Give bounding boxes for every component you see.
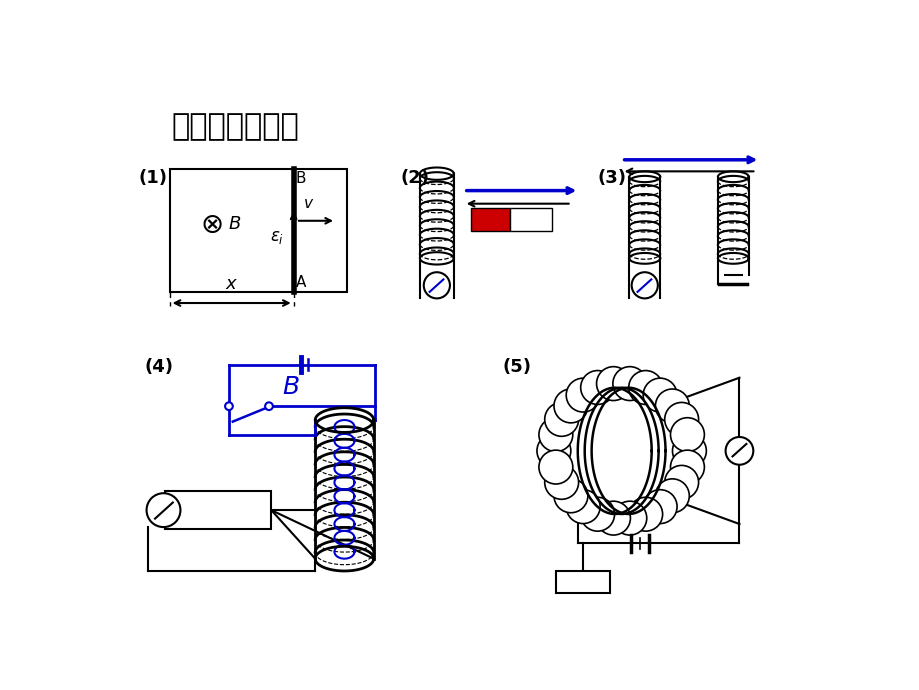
Circle shape: [580, 371, 614, 404]
Circle shape: [572, 402, 670, 500]
Text: 几个典型实验：: 几个典型实验：: [171, 112, 299, 141]
Circle shape: [628, 497, 662, 531]
Circle shape: [670, 450, 704, 484]
Circle shape: [642, 490, 676, 524]
Text: $\varepsilon_i$: $\varepsilon_i$: [269, 228, 283, 246]
Text: ⊗: ⊗: [200, 210, 223, 239]
Circle shape: [725, 437, 753, 465]
Text: N: N: [525, 212, 537, 227]
Circle shape: [146, 493, 180, 527]
Circle shape: [612, 366, 646, 400]
Circle shape: [424, 273, 449, 298]
Text: A: A: [296, 275, 306, 290]
Circle shape: [544, 402, 578, 436]
Circle shape: [642, 378, 676, 412]
Circle shape: [553, 479, 587, 513]
Text: $A$: $A$: [219, 500, 235, 520]
Bar: [165, 491, 271, 529]
Circle shape: [612, 501, 646, 535]
Bar: [556, 571, 609, 593]
Circle shape: [225, 402, 233, 410]
Circle shape: [539, 450, 573, 484]
Circle shape: [628, 371, 662, 404]
Circle shape: [596, 501, 630, 535]
Text: B: B: [296, 171, 306, 186]
Circle shape: [631, 273, 657, 298]
Circle shape: [664, 466, 698, 500]
Circle shape: [654, 389, 688, 423]
Text: (3): (3): [596, 169, 625, 187]
Circle shape: [670, 417, 704, 451]
Bar: [169, 169, 346, 293]
Circle shape: [539, 417, 573, 451]
Circle shape: [544, 466, 578, 500]
Circle shape: [654, 479, 688, 513]
Text: (4): (4): [144, 359, 173, 377]
Circle shape: [565, 490, 599, 524]
Circle shape: [565, 378, 599, 412]
Text: (5): (5): [502, 359, 531, 377]
Text: $x$: $x$: [225, 275, 238, 293]
Circle shape: [537, 434, 570, 468]
Text: $B$: $B$: [281, 375, 299, 399]
Text: $B$: $B$: [228, 215, 241, 233]
Circle shape: [265, 402, 273, 410]
Bar: [471, 208, 509, 231]
Circle shape: [553, 389, 587, 423]
Bar: [509, 208, 551, 231]
Circle shape: [664, 402, 698, 436]
Text: (1): (1): [139, 169, 167, 187]
Circle shape: [672, 434, 706, 468]
Text: S: S: [485, 212, 495, 227]
Circle shape: [580, 497, 614, 531]
Text: (2): (2): [401, 169, 429, 187]
Circle shape: [596, 366, 630, 400]
Text: $v$: $v$: [303, 196, 314, 210]
